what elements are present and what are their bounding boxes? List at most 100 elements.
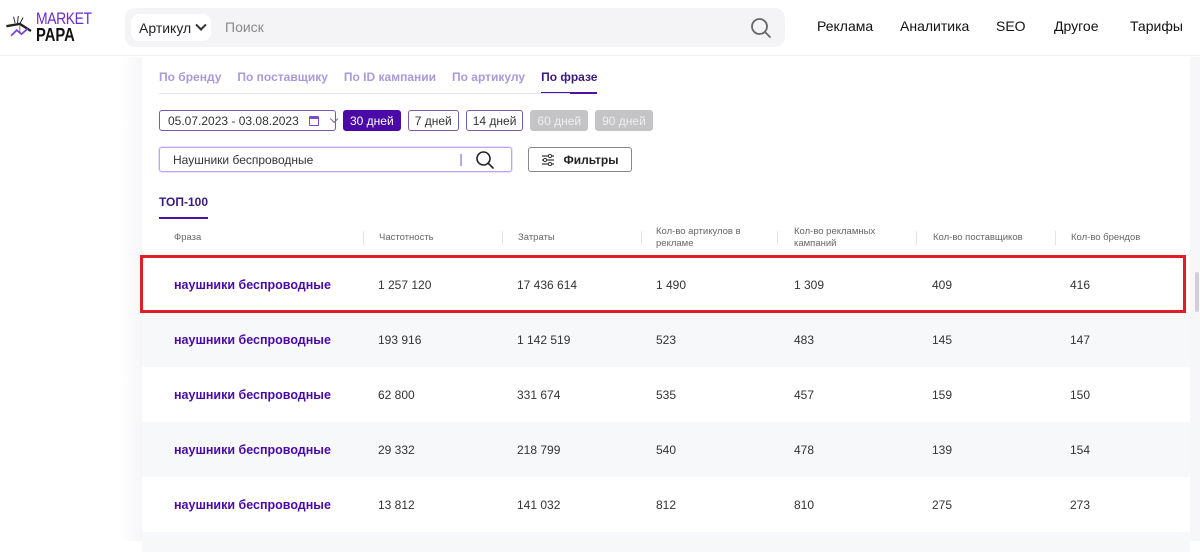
table-row[interactable]: наушники беспроводные де 13 812 141 032 … [142, 477, 1190, 532]
nav-reklama[interactable]: Реклама [817, 18, 874, 34]
cell-articles: 535 [656, 387, 677, 402]
tab-by-campaign-id[interactable]: По ID кампании [343, 70, 436, 84]
col-divider [777, 231, 778, 245]
phrase-main: наушники беспроводные [174, 442, 331, 457]
nav-tarify[interactable]: Тарифы [1130, 18, 1183, 34]
col-brands[interactable]: Кол-во брендов [1071, 232, 1141, 243]
cell-campaigns: 1 309 [794, 277, 825, 292]
cell-costs: 141 032 [517, 497, 561, 512]
table-row[interactable]: наушники беспроводные 1 257 120 17 436 6… [142, 257, 1190, 312]
table-row[interactable]: наушники беспроводные xi 62 800 331 674 … [142, 367, 1190, 422]
cell-costs: 17 436 614 [517, 277, 578, 292]
logo-line2: PAPA [36, 25, 75, 45]
tab-by-article[interactable]: По артикулу [452, 70, 526, 84]
table-row[interactable]: наушники беспроводные бо 193 916 1 142 5… [142, 312, 1190, 367]
cell-costs: 1 142 519 [517, 332, 571, 347]
cell-suppliers: 139 [932, 442, 953, 457]
table-header: Фраза Частотность Затраты Кол-во артикул… [159, 222, 1190, 254]
date-filters: 05.07.2023 - 03.08.2023 30 дней 7 дней 1… [159, 110, 653, 131]
phrase-link[interactable]: наушники беспроводные де [174, 477, 334, 532]
text-cursor [460, 154, 462, 166]
tab-top-100[interactable]: ТОП-100 [159, 195, 209, 219]
phrase-main: наушники беспроводные [174, 332, 331, 347]
scrollbar-thumb[interactable] [1195, 272, 1199, 312]
period-60-days[interactable]: 60 дней [530, 110, 589, 131]
mode-tabs: По бренду По поставщику По ID кампании П… [159, 70, 613, 94]
period-90-days[interactable]: 90 дней [595, 110, 653, 131]
phrase-search-box [159, 147, 512, 172]
cell-frequency: 13 812 [378, 497, 415, 512]
table-row[interactable]: наушники беспроводные на 29 332 218 799 … [142, 422, 1190, 477]
search-type-dropdown[interactable]: Артикул [131, 14, 211, 41]
period-30-days[interactable]: 30 дней [343, 110, 401, 131]
cell-suppliers: 275 [932, 497, 953, 512]
tab-by-brand[interactable]: По бренду [159, 70, 222, 84]
period-14-days[interactable]: 14 дней [465, 110, 524, 131]
col-divider [363, 231, 364, 245]
phrase-link[interactable]: наушники беспроводные [174, 257, 334, 312]
cell-frequency: 193 916 [378, 332, 422, 347]
cell-costs: 218 799 [517, 442, 561, 457]
left-gutter [0, 57, 142, 541]
cell-brands: 154 [1070, 442, 1091, 457]
cell-campaigns: 483 [794, 332, 815, 347]
sliders-icon [542, 153, 555, 166]
phrase-main: наушники беспроводные [174, 277, 331, 292]
col-divider [502, 231, 503, 245]
cell-suppliers: 159 [932, 387, 953, 402]
table-row-partial [142, 532, 1190, 552]
phrase-link[interactable]: наушники беспроводные xi [174, 367, 334, 422]
cell-frequency: 1 257 120 [378, 277, 432, 292]
cell-campaigns: 457 [794, 387, 815, 402]
cell-articles: 540 [656, 442, 677, 457]
search-type-label: Артикул [139, 19, 192, 36]
phrases-table: наушники беспроводные 1 257 120 17 436 6… [142, 257, 1190, 552]
filters-label: Фильтры [563, 152, 619, 167]
search-icon[interactable] [749, 16, 773, 40]
cell-campaigns: 478 [794, 442, 815, 457]
col-phrase[interactable]: Фраза [174, 232, 202, 243]
col-divider [916, 231, 917, 245]
date-range-picker[interactable]: 05.07.2023 - 03.08.2023 [159, 110, 339, 131]
cell-campaigns: 810 [794, 497, 815, 512]
col-ad-campaigns[interactable]: Кол-во рекламных кампаний [794, 226, 876, 249]
col-articles-in-ads[interactable]: Кол-во артикулов в рекламе [656, 226, 741, 249]
top-bar: MARKET PAPA Артикул Реклама Аналитика SE… [0, 0, 1200, 56]
cell-frequency: 29 332 [378, 442, 415, 457]
phrase-main: наушники беспроводные [174, 497, 331, 512]
tab-by-supplier[interactable]: По поставщику [237, 70, 328, 84]
phrase-input[interactable] [173, 152, 453, 168]
calendar-icon [308, 115, 319, 126]
nav-seo[interactable]: SEO [996, 18, 1026, 34]
search-input[interactable] [225, 16, 725, 38]
logo-line1: MARKET [36, 9, 92, 28]
cell-suppliers: 145 [932, 332, 953, 347]
logo-mosquito-icon [6, 15, 32, 37]
cell-brands: 273 [1070, 497, 1091, 512]
phrase-main: наушники беспроводные [174, 387, 331, 402]
cell-suppliers: 409 [932, 277, 953, 292]
phrase-link[interactable]: наушники беспроводные бо [174, 312, 334, 367]
col-divider [641, 231, 642, 245]
cell-brands: 147 [1070, 332, 1091, 347]
cell-articles: 1 490 [656, 277, 687, 292]
nav-drugoe[interactable]: Другое [1054, 18, 1099, 34]
filters-button[interactable]: Фильтры [528, 147, 632, 172]
cell-articles: 523 [656, 332, 677, 347]
col-costs[interactable]: Затраты [518, 232, 555, 243]
tab-by-phrase[interactable]: По фразе [541, 70, 598, 94]
nav-analitika[interactable]: Аналитика [900, 18, 970, 34]
cell-brands: 150 [1070, 387, 1091, 402]
col-divider [1055, 231, 1056, 245]
chevron-down-icon [195, 19, 207, 31]
logo-text: MARKET PAPA [36, 9, 104, 45]
col-suppliers[interactable]: Кол-во поставщиков [933, 232, 1023, 243]
cell-brands: 416 [1070, 277, 1091, 292]
period-7-days[interactable]: 7 дней [407, 110, 459, 131]
col-frequency[interactable]: Частотность [379, 232, 434, 243]
tabs-divider [159, 93, 570, 94]
phrase-link[interactable]: наушники беспроводные на [174, 422, 334, 477]
logo[interactable]: MARKET PAPA [4, 6, 104, 48]
search-icon[interactable] [475, 150, 495, 170]
cell-costs: 331 674 [517, 387, 561, 402]
